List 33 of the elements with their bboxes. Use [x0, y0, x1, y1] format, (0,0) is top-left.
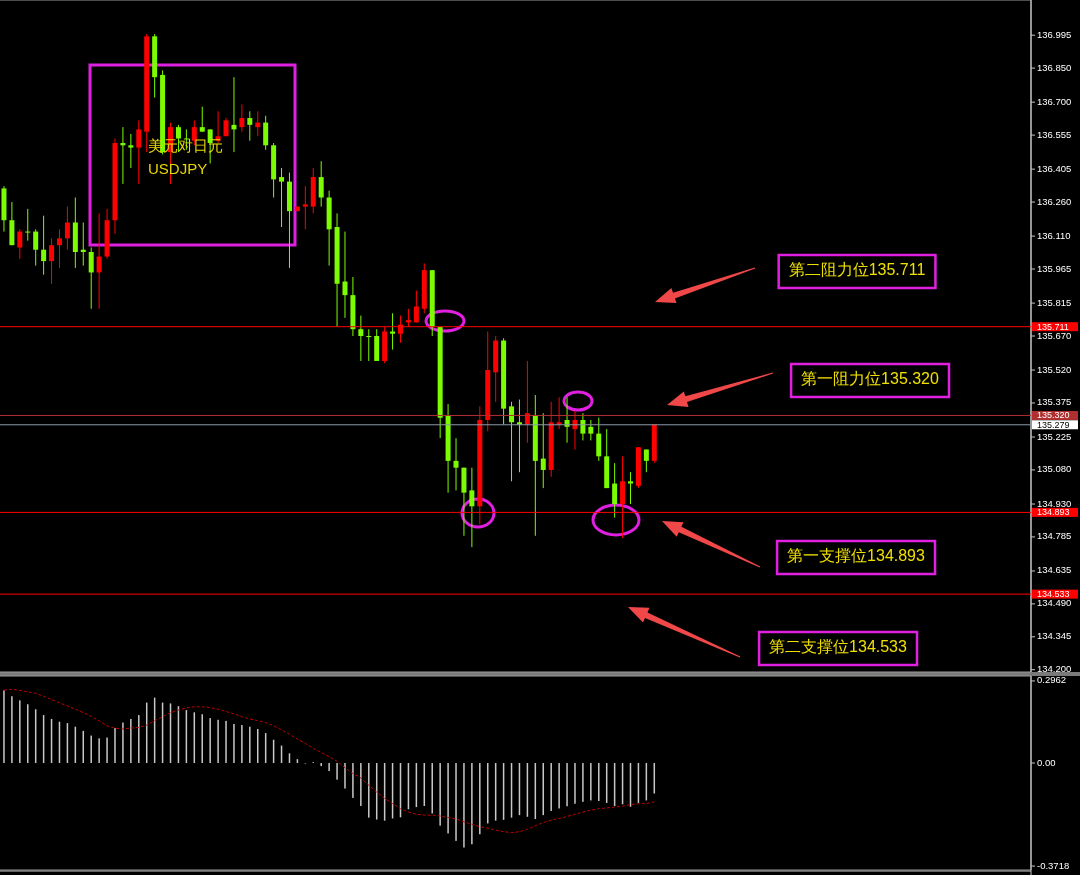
annotation: 第一阻力位135.320	[801, 370, 940, 388]
ref-line-label: 135.279	[1037, 419, 1070, 430]
y-tick-label: 135.670	[1037, 329, 1072, 341]
annotation: 第二支撑位134.533	[769, 638, 908, 656]
y-tick-label: 136.700	[1037, 95, 1072, 107]
y-tick-label: 135.225	[1037, 430, 1072, 442]
y-tick-label: 136.995	[1037, 28, 1072, 40]
y-tick-label: 135.080	[1037, 463, 1072, 475]
y-tick-label: 134.490	[1037, 597, 1072, 609]
y-tick-label: -0.3718	[1037, 859, 1070, 871]
line-series	[3, 688, 655, 834]
ref-line-label: 134.893	[1037, 507, 1070, 518]
y-tick-label: 0.2962	[1037, 674, 1067, 686]
y-tick-label: 134.930	[1037, 497, 1072, 509]
ref-line-label: 135.711	[1037, 321, 1069, 332]
y-tick-label: 134.635	[1037, 564, 1072, 576]
y-tick-label: 136.850	[1037, 61, 1072, 73]
ref-line-label: 134.533	[1037, 589, 1070, 599]
y-tick-label: 135.520	[1037, 363, 1072, 375]
y-tick-label: 134.200	[1037, 663, 1072, 675]
ref-line-label: 135.320	[1037, 410, 1070, 421]
y-tick-label: 136.555	[1037, 128, 1072, 140]
y-tick-label: 134.345	[1037, 630, 1072, 642]
y-tick-label: 136.260	[1037, 195, 1072, 207]
y-tick-label: 0.00	[1037, 756, 1056, 768]
annotation: 第一支撑位134.893	[787, 547, 926, 565]
y-tick-label: 135.815	[1037, 296, 1072, 308]
y-tick-label: 136.110	[1037, 229, 1071, 241]
annotation: 第二阻力位135.711	[788, 261, 926, 279]
y-tick-label: 136.405	[1037, 162, 1072, 174]
y-tick-label: 135.965	[1037, 262, 1072, 274]
y-tick-label: 134.785	[1037, 530, 1072, 542]
y-tick-label: 135.375	[1037, 396, 1072, 408]
